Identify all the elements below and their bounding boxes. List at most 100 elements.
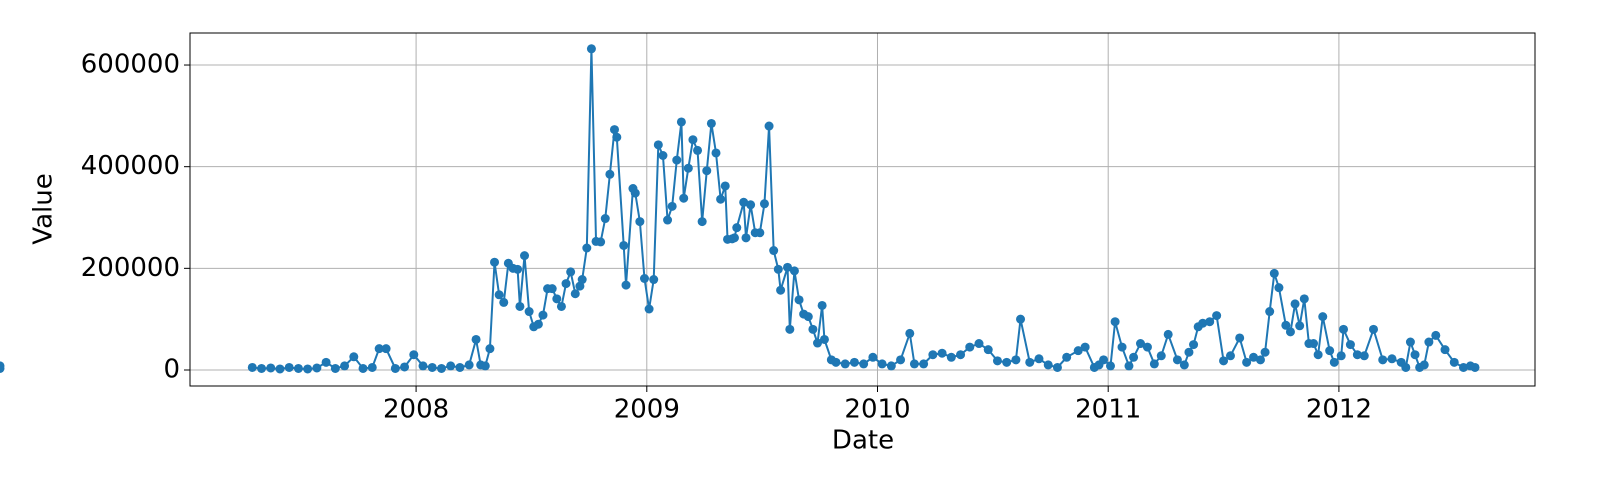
data-point — [374, 344, 384, 354]
data-point — [1440, 345, 1450, 355]
data-point — [819, 334, 829, 344]
data-point — [1369, 324, 1379, 334]
y-tick-label: 400000 — [81, 151, 180, 181]
data-point — [1255, 355, 1265, 365]
data-point — [1295, 321, 1305, 331]
data-point — [1329, 357, 1339, 367]
data-point — [455, 362, 465, 372]
data-point — [1016, 314, 1026, 324]
data-point — [520, 251, 530, 261]
data-point — [859, 359, 869, 369]
data-point — [1034, 354, 1044, 364]
data-point — [284, 362, 294, 372]
data-point — [937, 348, 947, 358]
data-point — [794, 295, 804, 305]
data-point — [1419, 360, 1429, 370]
data-point — [1142, 342, 1152, 352]
data-point — [1424, 337, 1434, 347]
data-point — [877, 359, 887, 369]
data-point — [390, 363, 400, 373]
data-point — [683, 163, 693, 173]
data-point — [672, 155, 682, 165]
data-point — [1352, 350, 1362, 360]
y-axis-label: Value — [29, 173, 59, 244]
data-point — [1470, 362, 1480, 372]
data-line — [252, 48, 1476, 370]
data-point — [1285, 327, 1295, 337]
data-point — [905, 328, 915, 338]
data-point — [1431, 330, 1441, 340]
data-point — [533, 319, 543, 329]
data-point — [639, 273, 649, 283]
data-point — [1313, 350, 1323, 360]
data-point — [1052, 362, 1062, 372]
data-point — [1011, 355, 1021, 365]
data-point — [1184, 347, 1194, 357]
data-point — [1405, 337, 1415, 347]
data-point — [630, 188, 640, 198]
data-point — [1359, 351, 1369, 361]
data-point — [741, 233, 751, 243]
data-point — [1299, 294, 1309, 304]
x-axis-label: Date — [832, 426, 894, 456]
data-point — [494, 290, 504, 300]
data-point — [513, 264, 523, 274]
data-point — [658, 150, 668, 160]
data-point — [635, 217, 645, 227]
data-point — [1339, 324, 1349, 334]
y-tick-label: 0 — [163, 354, 180, 384]
data-point — [1387, 354, 1397, 364]
data-point — [992, 356, 1002, 366]
data-point — [1156, 351, 1166, 361]
data-point — [1080, 342, 1090, 352]
data-point — [612, 132, 622, 142]
x-tick-label: 2011 — [1075, 395, 1141, 425]
data-point — [586, 44, 596, 54]
data-point — [817, 300, 827, 310]
data-point — [1219, 356, 1229, 366]
data-point — [1378, 355, 1388, 365]
data-point — [1260, 347, 1270, 357]
data-point — [732, 223, 742, 233]
data-point — [1189, 340, 1199, 350]
data-point — [697, 217, 707, 227]
data-point — [1410, 350, 1420, 360]
data-point — [1290, 299, 1300, 309]
data-point — [330, 363, 340, 373]
data-point — [831, 357, 841, 367]
data-point — [896, 355, 906, 365]
data-point — [769, 246, 779, 256]
data-point — [436, 363, 446, 373]
data-point — [1110, 317, 1120, 327]
data-point — [706, 118, 716, 128]
data-point — [764, 121, 774, 131]
data-point — [1172, 355, 1182, 365]
data-point — [605, 169, 615, 179]
data-point — [266, 363, 276, 373]
data-point — [1106, 361, 1116, 371]
data-point — [547, 284, 557, 294]
data-point — [667, 201, 677, 211]
data-point — [1249, 352, 1259, 362]
data-point — [1149, 359, 1159, 369]
data-point — [773, 264, 783, 274]
data-point — [1163, 329, 1173, 339]
data-point — [644, 304, 654, 314]
data-point — [552, 294, 562, 304]
data-point — [909, 359, 919, 369]
x-tick-label: 2012 — [1306, 395, 1372, 425]
data-point — [759, 199, 769, 209]
data-point — [480, 361, 490, 371]
data-point — [868, 352, 878, 362]
data-point — [755, 228, 765, 238]
data-point — [257, 363, 267, 373]
data-point — [409, 350, 419, 360]
data-point — [813, 338, 823, 348]
data-point — [471, 334, 481, 344]
data-point — [676, 117, 686, 127]
data-point — [649, 275, 659, 285]
data-point — [621, 280, 631, 290]
data-point — [566, 267, 576, 277]
data-point — [1043, 360, 1053, 370]
